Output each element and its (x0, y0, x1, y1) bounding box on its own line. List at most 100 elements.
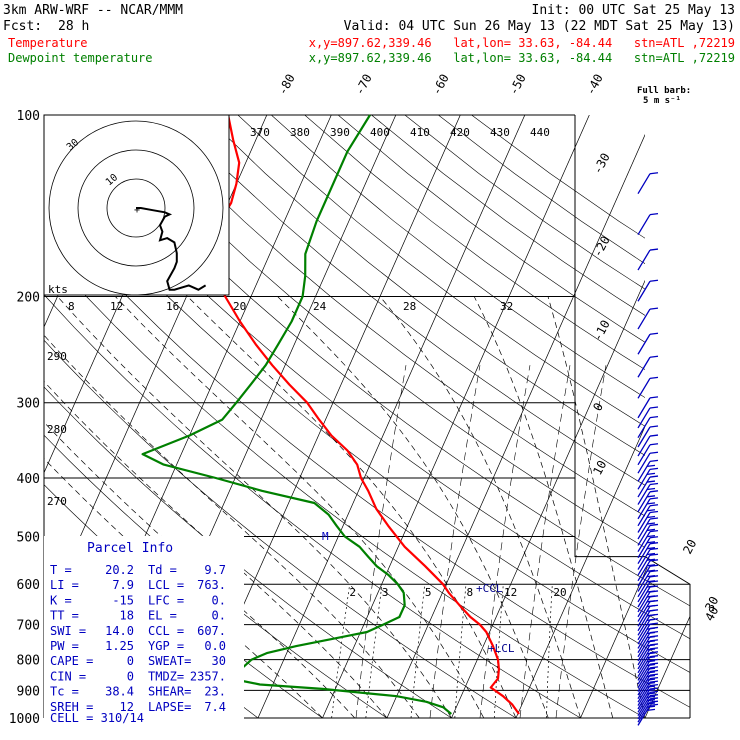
dry-adiabat (70, 115, 690, 719)
parcel-value: 12 (120, 700, 134, 714)
hodograph-trace (136, 207, 207, 291)
wind-barb (637, 677, 659, 699)
temp-label-right: 20 (680, 537, 699, 556)
dry-adiabat (471, 115, 690, 719)
wind-barb (637, 673, 659, 696)
mixing-ratio-label: 8 (466, 586, 473, 599)
parcel-value: 23. (204, 685, 226, 699)
wind-barb (637, 559, 659, 582)
pressure-label-500: 500 (17, 530, 40, 545)
parcel-key: CCL = (148, 624, 184, 638)
temp-label-right: 10 (590, 458, 609, 477)
dry-adiabat (304, 115, 690, 719)
ccl-marker: +CCL (476, 582, 503, 595)
theta-label: 270 (47, 495, 67, 508)
parcel-value: -15 (112, 593, 134, 607)
barb-legend-unit: 5 m s⁻¹ (643, 96, 681, 106)
theta-e-label: 380 (290, 126, 310, 139)
parcel-key: Tc = (50, 685, 79, 699)
wind-barb (637, 434, 659, 457)
dry-adiabat (44, 115, 690, 719)
parcel-value: 0. (212, 609, 226, 623)
moist-adiabat (115, 296, 485, 719)
parcel-info-title: Parcel Info (87, 541, 173, 556)
init-time: Init: 00 UTC Sat 25 May 13 (532, 3, 736, 18)
isotherm (580, 115, 690, 719)
wind-barb (637, 172, 659, 195)
isotherm (644, 115, 690, 719)
mixing-ratio-line (365, 584, 383, 719)
parcel-key: SREH = (50, 700, 93, 714)
theta-e-label: 400 (370, 126, 390, 139)
valid-time: Valid: 04 UTC Sun 26 May 13 (22 MDT Sat … (344, 19, 735, 34)
pressure-label-600: 600 (17, 578, 40, 593)
wind-barb (637, 651, 659, 674)
pressure-label-1000: 1000 (9, 712, 40, 727)
pressure-label-700: 700 (17, 619, 40, 634)
parcel-value: 18 (120, 609, 134, 623)
theta-e-label: 390 (330, 126, 350, 139)
theta-label: 290 (47, 350, 67, 363)
temp-label-top: -40 (583, 72, 606, 98)
hodograph-origin: + (134, 205, 140, 216)
pressure-label-400: 400 (17, 472, 40, 487)
pressure-label-900: 900 (17, 684, 40, 699)
parcel-key: EL = (148, 609, 177, 623)
theta-e-label: 410 (410, 126, 430, 139)
temp-label-right: -10 (590, 318, 613, 344)
parcel-value: 0 (127, 669, 134, 683)
pressure-label-200: 200 (17, 291, 40, 306)
isotherm (0, 115, 9, 718)
wind-barb (637, 658, 659, 681)
parcel-value: 7.9 (112, 578, 134, 592)
parcel-key: CAPE = (50, 654, 93, 668)
temp-label-top: -80 (275, 72, 298, 98)
parcel-value: 20.2 (105, 563, 134, 577)
theta-e-label: 430 (490, 126, 510, 139)
dry-adiabat (44, 115, 581, 719)
temp-label-right: 30 (702, 594, 721, 613)
speed-label: 32 (500, 300, 513, 313)
forecast-hour: 28 h (58, 19, 89, 34)
speed-guide (519, 365, 571, 719)
temp-label-right: 0 (590, 400, 606, 413)
wind-barb (637, 459, 659, 482)
temp-label-right: 40 (702, 604, 721, 623)
wind-barb (637, 504, 659, 527)
wind-barb (637, 553, 659, 576)
legend-temperature-info: x,y=897.62,339.46 lat,lon= 33.63, -84.44… (309, 36, 735, 50)
wind-barb (637, 564, 659, 587)
lcl-marker: +LCL (488, 642, 515, 655)
speed-label: 24 (313, 300, 327, 313)
dry-adiabat (44, 115, 517, 719)
pressure-label-100: 100 (17, 109, 40, 124)
parcel-key: LCL = (148, 578, 184, 592)
wind-barb (637, 530, 659, 552)
moist-adiabat (44, 296, 323, 719)
temp-label-top: -50 (506, 72, 529, 98)
moist-adiabat (44, 296, 420, 719)
wind-barb (637, 467, 659, 490)
dry-adiabat (137, 115, 690, 719)
theta-e-label: 420 (450, 126, 470, 139)
hodograph-box (43, 114, 230, 296)
wind-barb (637, 307, 659, 330)
dry-adiabat (44, 115, 690, 719)
parcel-key: SHEAR= (148, 685, 191, 699)
legend-dewpoint-info: x,y=897.62,339.46 lat,lon= 33.63, -84.44… (309, 51, 735, 65)
model-title: 3km ARW-WRF -- NCAR/MMM (3, 3, 183, 18)
barb-legend-title: Full barb: (637, 86, 691, 96)
wind-barb (637, 475, 659, 498)
speed-label: 20 (233, 300, 246, 313)
parcel-key: PW = (50, 639, 79, 653)
wind-barb (637, 425, 659, 448)
mixing-ratio-label: 3 (382, 586, 389, 599)
parcel-value: 0 (127, 654, 134, 668)
isotherm (322, 115, 590, 719)
wind-barb (637, 662, 659, 685)
wind-barb (637, 680, 659, 703)
pressure-label-300: 300 (17, 397, 40, 412)
hodograph-ring (77, 149, 195, 267)
parcel-key: TMDZ= (148, 669, 184, 683)
speed-label: 16 (166, 300, 179, 313)
